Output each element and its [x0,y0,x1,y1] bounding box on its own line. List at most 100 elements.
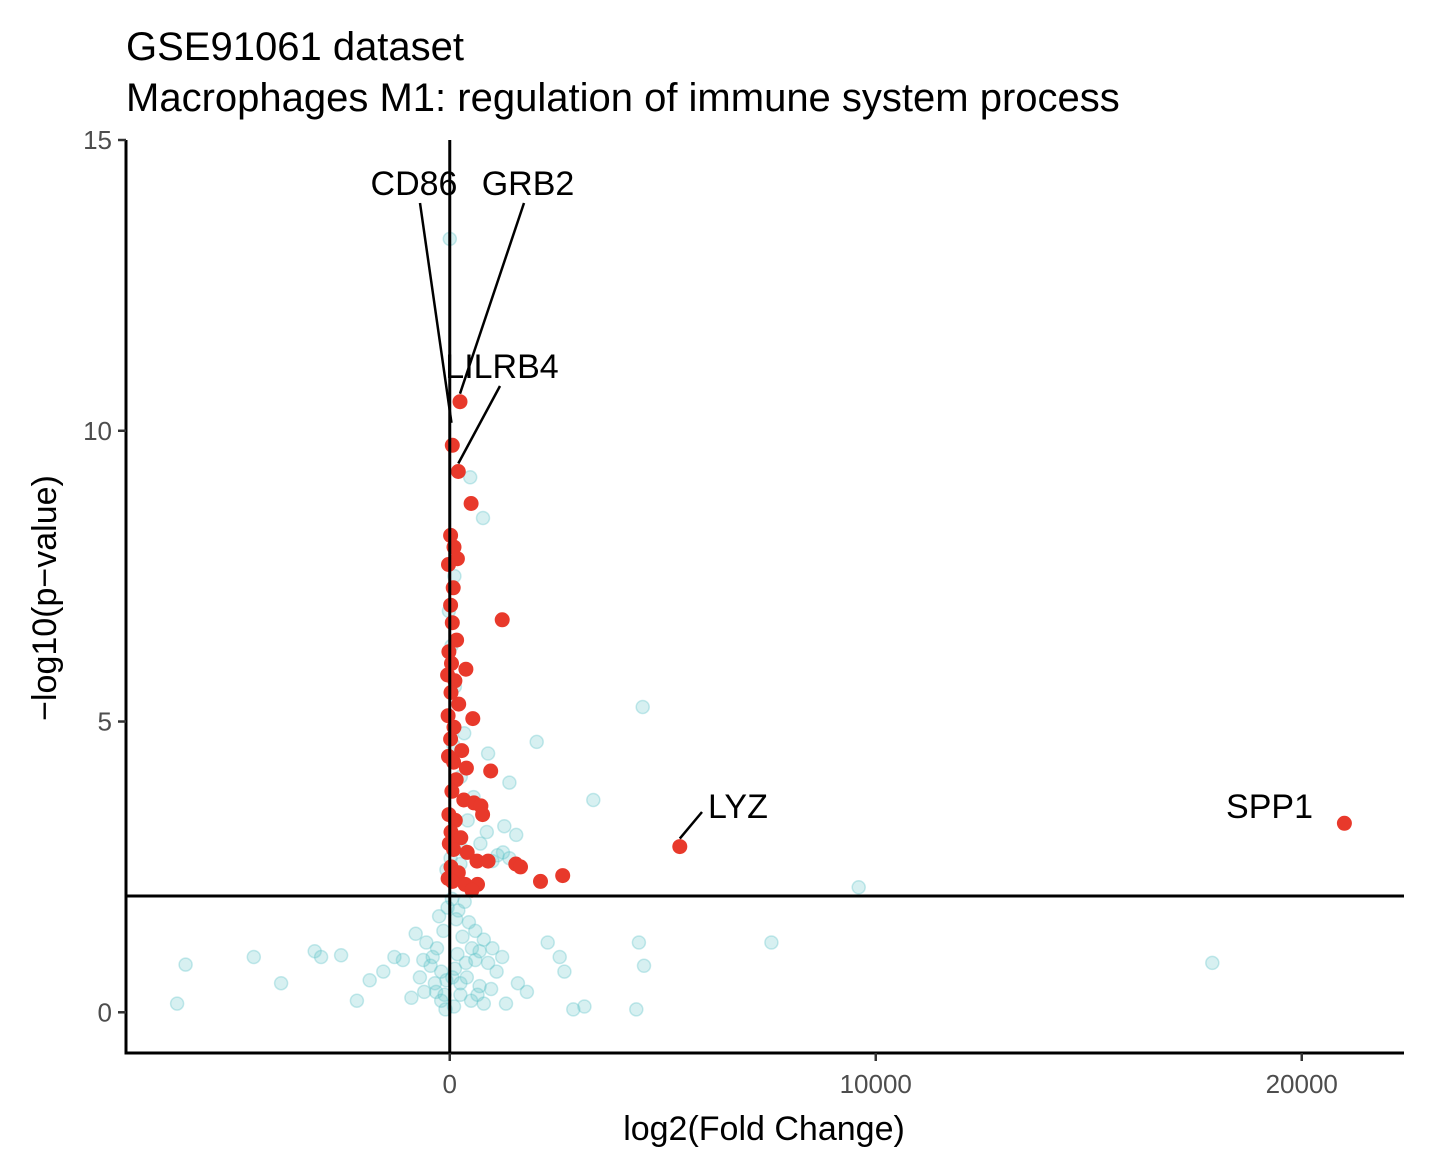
gene-label-lyz: LYZ [708,788,768,826]
significant-point-0 [452,394,468,410]
non_significant-point-24 [540,935,555,950]
non_significant-point-36 [498,996,514,1011]
non_significant-point-76 [470,987,485,1003]
non_significant-point-5 [480,746,496,761]
x-axis-title: log2(Fold Change) [623,1110,905,1148]
significant-point-43 [480,853,496,869]
non_significant-point-17 [395,952,411,968]
significant-point-52 [533,873,548,889]
non_significant-point-31 [764,935,779,950]
non_significant-point-66 [461,914,477,930]
y-tick-label-0: 0 [98,997,112,1027]
non_significant-point-19 [376,964,391,979]
significant-point-29 [448,772,464,788]
non_significant-point-28 [629,1002,644,1017]
non_significant-point-40 [476,996,492,1011]
non_significant-point-7 [586,792,601,808]
non_significant-point-48 [468,952,483,968]
x-tick-label-10000: 10000 [840,1069,912,1099]
non_significant-point-29 [577,999,592,1014]
gene-label-lilrb4: LILRB4 [445,348,558,386]
y-axis-title: −log10(p−value) [26,475,64,721]
significant-point-21 [465,711,481,727]
non_significant-point-47 [459,970,475,985]
non_significant-point-54 [423,958,438,974]
gene-label-leader-lyz [678,811,703,840]
significant-point-3 [463,496,479,511]
non_significant-point-86 [473,836,488,851]
y-tick-label-15: 15 [83,125,112,155]
non_significant-point-42 [427,975,443,991]
non_significant-point-20 [362,973,377,988]
significant-point-30 [444,783,460,799]
non_significant-point-35 [510,975,526,991]
non_significant-point-33 [519,984,535,1000]
non_significant-point-68 [419,935,434,950]
non_significant-point-75 [458,955,474,971]
significant-point-28 [483,763,499,779]
non_significant-point-18 [408,926,423,942]
significant-point-12 [449,632,465,648]
non_significant-point-46 [453,987,468,1003]
non_significant-point-88 [479,824,495,840]
non_significant-point-55 [412,970,428,985]
y-tick-label-10: 10 [83,416,112,446]
non_significant-point-53 [429,941,445,956]
non_significant-point-2 [475,510,491,526]
non_significant-point-4 [529,734,544,750]
non_significant-point-3 [635,699,650,715]
non_significant-point-13 [307,943,322,959]
chart-subtitle: Macrophages M1: regulation of immune sys… [126,76,1120,120]
significant-point-48 [555,868,571,884]
significant-point-27 [458,760,474,776]
non_significant-point-8 [497,818,512,834]
x-tick-label-0: 0 [443,1069,457,1099]
non_significant-point-80 [428,984,444,1000]
non_significant-point-34 [552,949,567,965]
non_significant-point-32 [1205,955,1220,971]
non_significant-point-12 [246,949,262,965]
non_significant-point-58 [472,978,487,994]
non-significant-points [169,231,1220,1017]
non_significant-point-11 [178,957,193,972]
significant-point-15 [458,661,474,677]
non_significant-point-10 [851,880,866,895]
significant-point-10 [444,615,460,631]
non_significant-point-56 [404,990,419,1006]
gene-label-spp1: SPP1 [1226,788,1313,826]
significant-point-55 [672,839,688,855]
significant-point-20 [440,708,456,724]
significant-point-41 [459,844,475,860]
non_significant-point-59 [480,955,496,971]
significant-point-11 [494,612,510,628]
non_significant-point-30 [566,1002,581,1017]
significant-point-2 [450,464,466,479]
y-axis-ticks: 0 5 10 15 [83,125,126,1027]
gene-label-grb2: GRB2 [482,165,575,203]
non_significant-point-70 [425,949,440,965]
non_significant-point-60 [485,941,500,956]
non_significant-point-82 [416,952,431,968]
chart-title: GSE91061 dataset [126,25,464,69]
non_significant-point-73 [453,975,468,991]
gene-labels: CD86 GRB2 LILRB4 LYZ SPP1 [371,165,1313,840]
non_significant-point-1 [462,470,478,485]
non_significant-point-62 [444,891,460,907]
non_significant-point-63 [451,903,466,918]
significant-point-8 [445,580,461,596]
significant-point-1 [444,437,460,453]
significant-point-45 [513,859,528,875]
non_significant-point-16 [387,949,402,965]
non_significant-point-15 [313,949,329,965]
non_significant-point-49 [472,943,487,959]
significant-points [440,394,1352,898]
non_significant-point-65 [431,909,447,924]
non_significant-point-14 [333,948,349,963]
non_significant-point-9 [508,827,524,843]
significant-point-35 [447,812,463,828]
x-tick-label-20000: 20000 [1266,1069,1338,1099]
non_significant-point-27 [636,958,652,974]
significant-point-14 [444,655,459,671]
